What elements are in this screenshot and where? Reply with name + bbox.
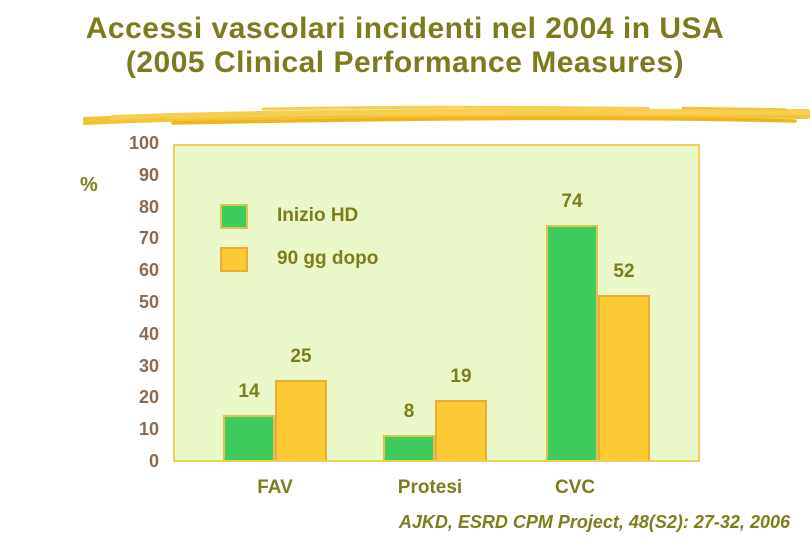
brush-stroke-underline-graphic [83, 105, 810, 125]
bar-value-label: 25 [290, 346, 312, 367]
bar-value-label: 19 [450, 366, 472, 387]
y-axis-tick-label: 70 [138, 228, 159, 249]
x-axis-category-label-cvc: CVC [554, 477, 596, 498]
x-axis-category-label-protesi: Protesi [397, 477, 463, 498]
y-axis-tick-label: 40 [138, 323, 159, 344]
bar-value-label: 14 [238, 381, 260, 402]
y-axis-tick-label: 90 [138, 164, 159, 185]
y-axis-tick-label: 80 [138, 196, 159, 217]
bar-90-gg-dopo-cvc [598, 295, 650, 460]
y-axis-tick-label: 30 [138, 355, 159, 376]
bar-inizio-hd-fav [223, 415, 275, 460]
y-axis-tick-label: 100 [128, 133, 159, 153]
y-axis-tick-label: 60 [138, 260, 159, 281]
bar-value-label: 52 [613, 261, 635, 282]
source-citation: AJKD, ESRD CPM Project, 48(S2): 27-32, 2… [398, 512, 790, 532]
slide-title-line2: (2005 Clinical Performance Measures) [125, 46, 685, 79]
legend-label: Inizio HD [277, 205, 359, 226]
slide-title: Accessi vascolari incidenti nel 2004 in … [0, 12, 810, 80]
legend-color-swatch [220, 204, 248, 229]
bar-value-label: 8 [403, 401, 415, 422]
y-axis-unit-label: % [80, 174, 98, 196]
y-axis-tick-label: 10 [138, 419, 159, 440]
legend-label: 90 gg dopo [277, 248, 379, 269]
bar-90-gg-dopo-fav [275, 380, 327, 460]
bar-value-label: 74 [561, 191, 583, 212]
bar-inizio-hd-cvc [546, 225, 598, 460]
y-axis-labels: 0 10 20 30 40 50 60 70 80 90 100 [0, 0, 159, 540]
bar-inizio-hd-protesi [383, 435, 435, 460]
legend-color-swatch [220, 247, 248, 272]
y-axis-tick-label: 50 [138, 292, 159, 312]
bar-90-gg-dopo-protesi [435, 400, 487, 460]
chart-plot-area: Inizio HD 90 gg dopo 14 25 8 19 74 52 [173, 144, 700, 462]
y-axis-tick-label: 0 [148, 451, 159, 471]
x-axis-category-labels: FAV Protesi CVC [0, 477, 810, 501]
slide-title-line1: Accessi vascolari incidenti nel 2004 in … [85, 12, 725, 45]
y-axis-tick-label: 20 [138, 387, 159, 408]
x-axis-category-label-fav: FAV [257, 477, 293, 498]
